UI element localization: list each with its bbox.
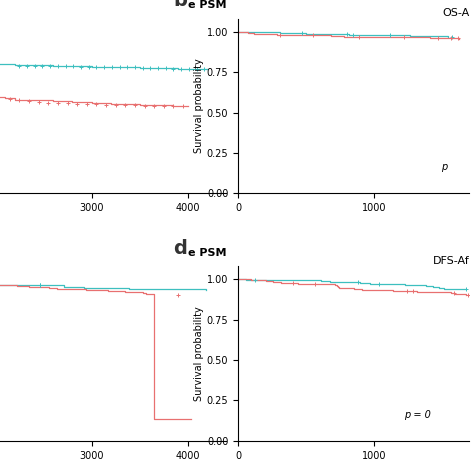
Text: e PSM: e PSM: [188, 0, 227, 10]
Text: p = 0: p = 0: [404, 410, 431, 420]
Y-axis label: Survival probability: Survival probability: [194, 59, 204, 154]
Text: d: d: [173, 239, 187, 258]
Text: DFS-Af: DFS-Af: [432, 255, 469, 266]
Text: OS-A: OS-A: [442, 8, 469, 18]
Y-axis label: Survival probability: Survival probability: [194, 306, 204, 401]
Text: p: p: [441, 163, 448, 173]
Text: b: b: [173, 0, 187, 10]
Text: e PSM: e PSM: [188, 248, 227, 258]
